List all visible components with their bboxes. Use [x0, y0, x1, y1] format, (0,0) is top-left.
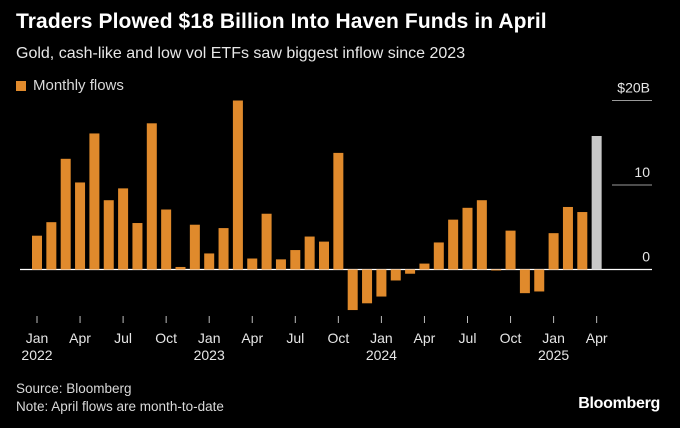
x-tick-month: Apr	[69, 330, 91, 346]
bar	[376, 269, 387, 297]
bar	[390, 269, 401, 281]
bar	[132, 223, 143, 270]
chart-subtitle: Gold, cash-like and low vol ETFs saw big…	[16, 45, 466, 62]
y-axis-labels: $20B 10 0	[617, 80, 650, 265]
x-tick-year: 2025	[538, 347, 569, 363]
y-tick-label: 0	[642, 249, 650, 265]
bar	[247, 258, 258, 270]
bar	[419, 263, 430, 270]
x-tick-month: Jan	[370, 330, 393, 346]
chart-title: Traders Plowed $18 Billion Into Haven Fu…	[16, 10, 547, 33]
x-tick-month: Oct	[155, 330, 177, 346]
x-tick-year: 2024	[366, 347, 397, 363]
bar	[333, 152, 344, 270]
bar-highlight	[591, 135, 602, 270]
x-tick-month: Jan	[26, 330, 49, 346]
bar	[175, 266, 186, 270]
bar	[347, 269, 358, 311]
x-tick-month: Apr	[414, 330, 436, 346]
x-tick-month: Jan	[542, 330, 565, 346]
bar	[89, 133, 100, 270]
bar	[319, 241, 329, 270]
bars	[32, 100, 602, 311]
x-tick-year: 2022	[21, 347, 52, 363]
legend: Monthly flows	[16, 77, 124, 94]
bar	[548, 233, 559, 270]
bar	[577, 212, 588, 270]
bar	[204, 253, 215, 270]
y-tick-label: $20B	[617, 80, 650, 96]
bar	[405, 269, 416, 274]
bar	[534, 269, 545, 292]
x-tick-month: Oct	[327, 330, 349, 346]
footnote: Note: April flows are month-to-date	[16, 399, 224, 414]
bar	[60, 158, 71, 270]
bar	[448, 219, 459, 270]
bar	[476, 200, 487, 270]
bar	[304, 236, 315, 270]
bar	[261, 213, 272, 270]
bar	[232, 100, 243, 270]
bar	[562, 206, 573, 270]
bar	[161, 209, 172, 270]
source-note: Source: Bloomberg	[16, 381, 132, 396]
x-tick-year: 2023	[194, 347, 225, 363]
y-tick-label: 10	[634, 164, 650, 180]
bar	[519, 269, 530, 294]
bar	[189, 224, 200, 270]
x-tick-month: Apr	[586, 330, 608, 346]
x-tick-month: Apr	[241, 330, 263, 346]
bar	[362, 269, 373, 304]
x-tick-month: Jul	[286, 330, 304, 346]
bar	[290, 250, 301, 270]
bar	[218, 228, 229, 270]
x-tick-month: Jul	[459, 330, 477, 346]
bloomberg-logo: Bloomberg	[578, 395, 660, 412]
bar	[75, 182, 86, 270]
x-tick-month: Jul	[114, 330, 132, 346]
x-tick-month: Jan	[198, 330, 221, 346]
bar	[46, 222, 57, 270]
bar	[103, 200, 114, 270]
x-tick-month: Oct	[500, 330, 522, 346]
bar	[491, 269, 502, 271]
bar	[146, 123, 157, 270]
bar	[505, 230, 516, 270]
legend-swatch	[16, 80, 26, 91]
bar	[433, 242, 444, 270]
legend-label: Monthly flows	[33, 77, 124, 94]
bar	[118, 188, 129, 270]
bar	[275, 259, 286, 270]
bar	[32, 235, 42, 270]
bar	[462, 207, 473, 270]
